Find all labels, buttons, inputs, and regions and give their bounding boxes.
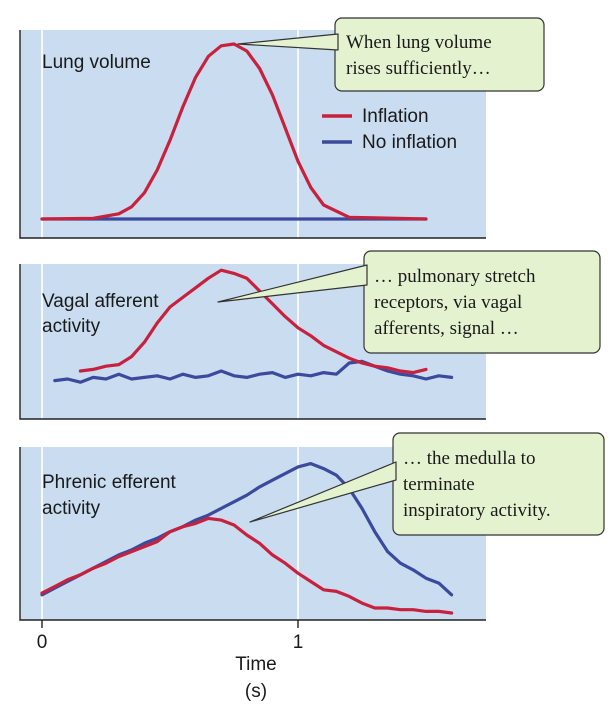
- callout-vagal-line2: receptors, via vagal: [374, 292, 522, 313]
- panel-phrenic-axes: [19, 447, 486, 621]
- series-layer: [40, 42, 454, 615]
- panel-label-vagal-line2: activity: [42, 316, 101, 337]
- callout-vagal-line3: afferents, signal …: [374, 318, 519, 339]
- x-axis-label-line1: Time: [235, 654, 277, 675]
- callout-vagal-line1: … pulmonary stretch: [374, 266, 536, 287]
- callout-lung-volume-line2: rises sufficiently…: [346, 58, 491, 79]
- callout-phrenic-line2: terminate: [403, 474, 475, 495]
- x-axis-label-line2: (s): [245, 681, 267, 702]
- legend-label-inflation: Inflation: [362, 106, 429, 127]
- callout-lung-volume-box: [334, 17, 545, 92]
- callout-vagal-box: [363, 250, 601, 354]
- callout-phrenic-box: [392, 432, 605, 536]
- x-tick-label-1: 1: [293, 632, 304, 653]
- panel-label-lung-volume: Lung volume: [42, 52, 151, 73]
- legend-label-no-inflation: No inflation: [362, 132, 457, 153]
- series-inflation-vagal: [78, 268, 428, 375]
- callout-phrenic: … the medulla to terminate inspiratory a…: [249, 432, 605, 536]
- series-inflation-phrenic: [40, 516, 454, 615]
- callout-phrenic-line3: inspiratory activity.: [403, 500, 551, 521]
- panel-vagal-axes: [19, 264, 486, 420]
- panel-label-phrenic-line2: activity: [42, 498, 101, 519]
- panel-label-phrenic-line1: Phrenic efferent: [42, 472, 177, 493]
- series-inflation-lung-volume: [40, 42, 428, 221]
- callout-lung-volume-pointer: [237, 33, 339, 51]
- x-tick-label-0: 0: [37, 632, 48, 653]
- series-no-inflation-vagal: [53, 359, 454, 384]
- callout-lung-volume-line1: When lung volume: [346, 32, 492, 53]
- callout-vagal: … pulmonary stretch receptors, via vagal…: [217, 250, 601, 354]
- legend: Inflation No inflation: [322, 106, 457, 153]
- panel-label-vagal-line1: Vagal afferent: [42, 291, 159, 312]
- callout-phrenic-line1: … the medulla to: [403, 448, 535, 469]
- callout-lung-volume: When lung volume rises sufficiently…: [237, 17, 545, 92]
- axes: [19, 30, 486, 621]
- callout-phrenic-pointer: [249, 461, 397, 523]
- callout-vagal-pointer: [217, 264, 368, 303]
- panel-lung-volume-axes: [19, 30, 486, 239]
